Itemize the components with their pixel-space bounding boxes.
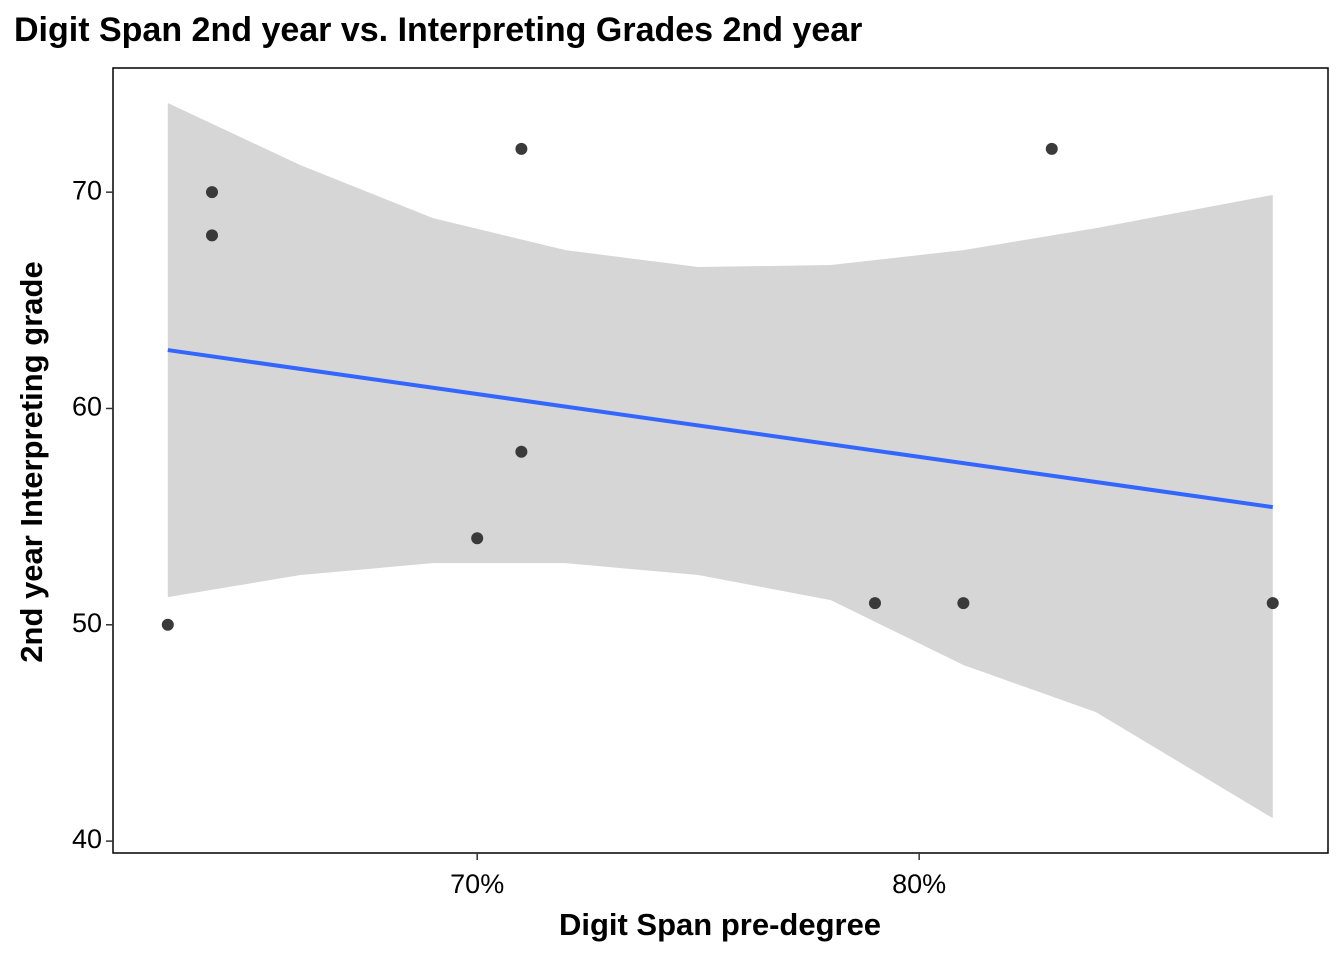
data-point bbox=[1266, 597, 1279, 610]
x-tick-label: 70% bbox=[450, 869, 504, 899]
y-tick-label: 50 bbox=[72, 608, 102, 638]
data-point bbox=[471, 532, 484, 545]
confidence-band bbox=[167, 103, 1273, 819]
y-tick-label: 60 bbox=[72, 392, 102, 422]
y-tick-label: 70 bbox=[72, 175, 102, 205]
data-point bbox=[206, 229, 219, 242]
data-point bbox=[206, 186, 219, 199]
data-point bbox=[515, 445, 528, 458]
data-point bbox=[515, 142, 528, 155]
data-point bbox=[161, 618, 174, 631]
fit-line bbox=[167, 348, 1274, 510]
y-tick-label: 40 bbox=[72, 824, 102, 854]
x-tick-label: 80% bbox=[892, 869, 946, 899]
plot-border bbox=[112, 67, 1329, 854]
data-point bbox=[957, 597, 970, 610]
data-point bbox=[868, 597, 881, 610]
data-point bbox=[1045, 142, 1058, 155]
y-axis-title: 2nd year Interpreting grade bbox=[14, 261, 49, 662]
chart-title: Digit Span 2nd year vs. Interpreting Gra… bbox=[14, 11, 862, 49]
x-axis-title: Digit Span pre-degree bbox=[559, 907, 881, 942]
